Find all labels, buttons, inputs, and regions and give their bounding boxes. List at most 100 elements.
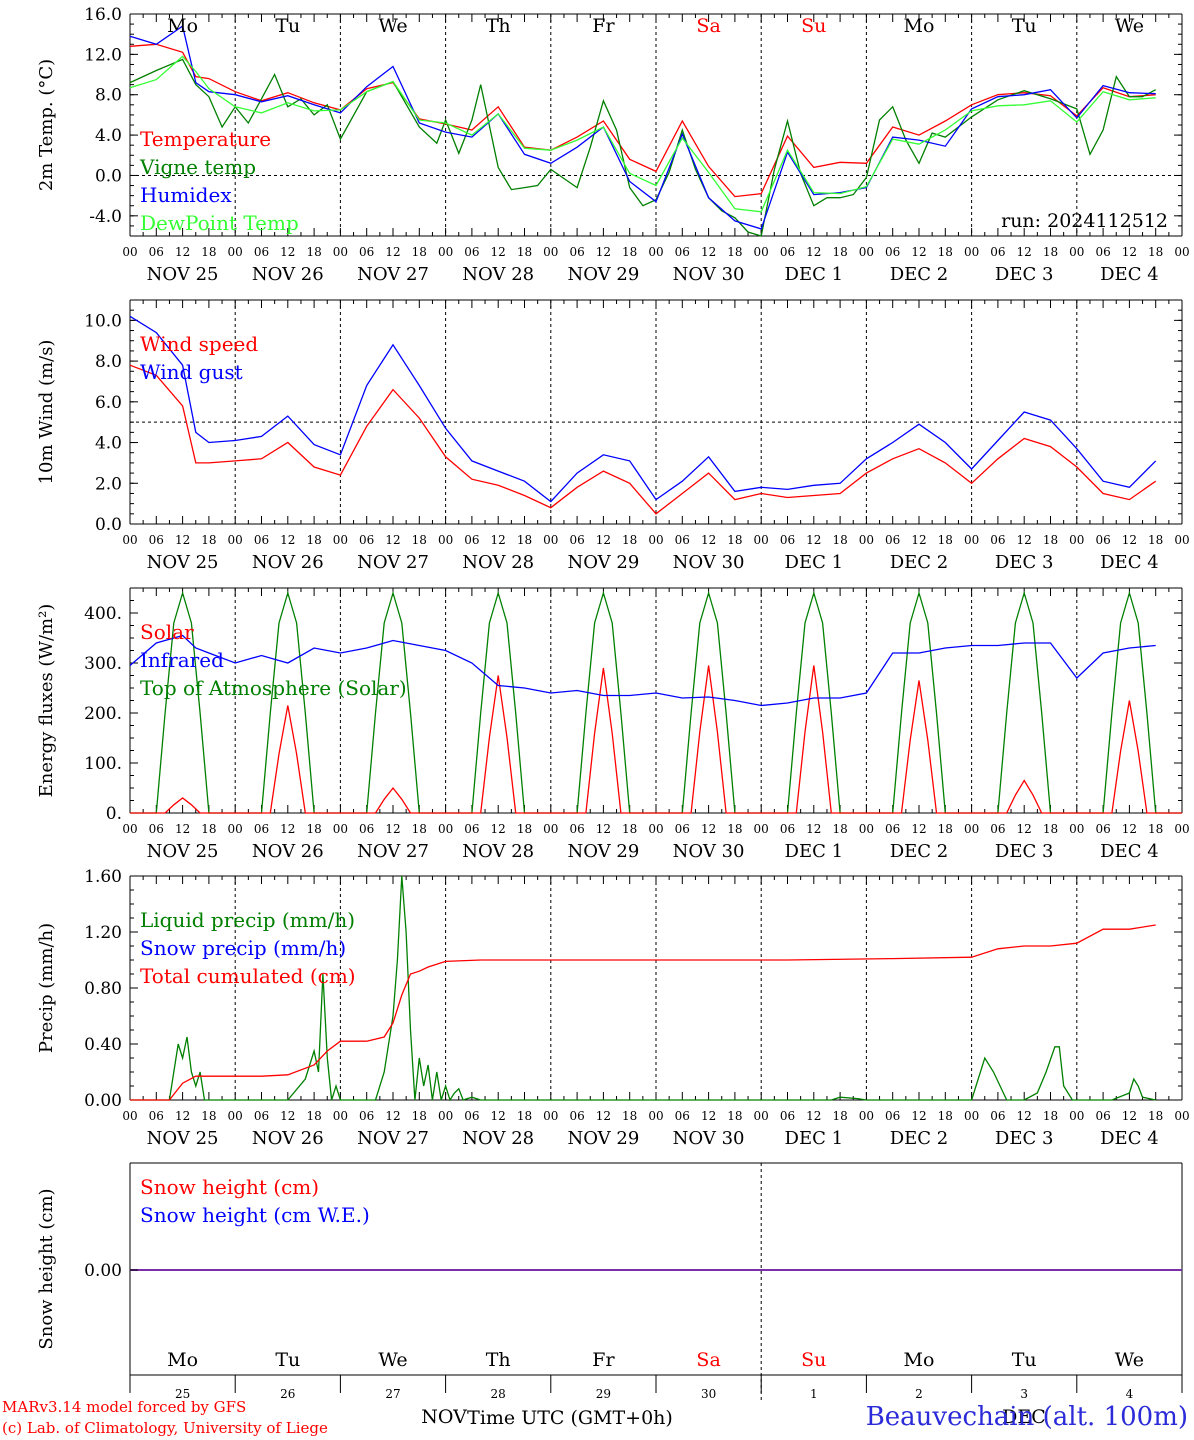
day-number-label: 26 (280, 1387, 295, 1401)
x-tick-label: 06 (780, 245, 795, 259)
day-label: We (1115, 15, 1144, 37)
x-tick-label: 06 (254, 245, 269, 259)
x-tick-label: 18 (622, 822, 637, 836)
y-tick-label: 0.00 (84, 1091, 122, 1111)
x-tick-label: 18 (1148, 822, 1163, 836)
date-label: DEC 4 (1100, 264, 1159, 285)
x-tick-label: 06 (675, 245, 690, 259)
snow-ylabel: Snow height (cm) (36, 1188, 57, 1349)
x-tick-label: 00 (438, 533, 453, 547)
x-tick-label: 12 (806, 533, 821, 547)
x-tick-label: 12 (806, 1109, 821, 1123)
x-tick-label: 06 (1095, 533, 1110, 547)
y-tick-label: 0. (106, 804, 122, 824)
x-tick-label: 18 (622, 533, 637, 547)
day-label: We (1115, 1349, 1144, 1371)
x-tick-label: 18 (517, 245, 532, 259)
x-tick-label: 12 (280, 822, 295, 836)
x-tick-label: 06 (990, 822, 1005, 836)
date-label: NOV 28 (462, 1128, 534, 1149)
x-tick-label: 06 (1095, 822, 1110, 836)
x-tick-label: 12 (280, 245, 295, 259)
legend-total-cumulated-cm: Total cumulated (cm) (140, 964, 356, 988)
x-tick-label: 12 (806, 822, 821, 836)
x-tick-label: 18 (938, 1109, 953, 1123)
series-wind-speed (129, 364, 1157, 515)
date-label: NOV 29 (567, 552, 639, 573)
x-tick-label: 18 (727, 1109, 742, 1123)
x-tick-label: 18 (938, 822, 953, 836)
series-wind-gust (129, 315, 1157, 503)
x-tick-label: 18 (1148, 245, 1163, 259)
x-tick-label: 06 (885, 533, 900, 547)
wind-ylabel: 10m Wind (m/s) (36, 340, 57, 485)
x-tick-label: 06 (885, 1109, 900, 1123)
date-label: NOV 30 (673, 552, 745, 573)
x-tick-label: 06 (569, 1109, 584, 1123)
date-label: DEC 4 (1100, 1128, 1159, 1149)
date-label: DEC 3 (995, 552, 1054, 573)
series-solar (130, 665, 1182, 814)
date-label: NOV 29 (567, 264, 639, 285)
y-tick-label: 1.20 (84, 923, 122, 943)
day-label: Mo (167, 15, 198, 37)
date-label: NOV 26 (252, 552, 324, 573)
x-tick-label: 00 (1174, 822, 1189, 836)
x-tick-label: 12 (1017, 533, 1032, 547)
x-tick-label: 00 (859, 533, 874, 547)
x-tick-label: 12 (280, 533, 295, 547)
x-tick-label: 00 (1174, 245, 1189, 259)
x-tick-label: 18 (1148, 1109, 1163, 1123)
x-tick-label: 12 (491, 822, 506, 836)
day-number-label: 27 (385, 1387, 400, 1401)
x-tick-label: 06 (569, 533, 584, 547)
x-tick-label: 00 (1174, 533, 1189, 547)
x-tick-label: 18 (832, 533, 847, 547)
day-label: Tu (1012, 15, 1037, 37)
precip-ylabel: Precip (mm/h) (36, 923, 57, 1053)
x-tick-label: 12 (596, 245, 611, 259)
x-tick-label: 00 (543, 533, 558, 547)
legend-infrared: Infrared (140, 648, 224, 672)
x-tick-label: 00 (754, 822, 769, 836)
x-tick-label: 00 (1069, 533, 1084, 547)
x-tick-label: 06 (254, 533, 269, 547)
y-tick-label: 0.40 (84, 1035, 122, 1055)
date-label: NOV 28 (462, 552, 534, 573)
legend-humidex: Humidex (140, 183, 232, 207)
legend-snow-precip-mm-h: Snow precip (mm/h) (140, 936, 346, 960)
day-label: Fr (592, 15, 615, 37)
x-tick-label: 12 (491, 245, 506, 259)
x-tick-label: 00 (228, 533, 243, 547)
x-tick-label: 12 (806, 245, 821, 259)
x-tick-label: 12 (175, 822, 190, 836)
y-tick-label: 200. (84, 704, 122, 724)
x-tick-label: 00 (964, 245, 979, 259)
y-tick-label: 10.0 (84, 311, 122, 331)
date-label: NOV 25 (147, 1128, 219, 1149)
x-tick-label: 00 (648, 822, 663, 836)
x-tick-label: 12 (1122, 533, 1137, 547)
x-tick-label: 06 (990, 245, 1005, 259)
month-label-nov: NOV (421, 1406, 467, 1428)
x-tick-label: 00 (438, 1109, 453, 1123)
series-infrared (129, 634, 1156, 707)
x-tick-label: 00 (333, 822, 348, 836)
x-tick-label: 12 (1122, 822, 1137, 836)
date-label: DEC 3 (995, 1128, 1054, 1149)
date-label: NOV 27 (357, 264, 429, 285)
x-tick-label: 06 (569, 245, 584, 259)
x-tick-label: 18 (412, 822, 427, 836)
day-label: Mo (904, 1349, 935, 1371)
day-label: We (378, 15, 407, 37)
series-temperature (129, 43, 1156, 198)
day-number-label: 3 (1020, 1387, 1028, 1401)
y-tick-label: 2.0 (95, 474, 122, 494)
x-tick-label: 00 (333, 1109, 348, 1123)
x-tick-label: 12 (701, 245, 716, 259)
y-tick-label: 4.0 (95, 434, 122, 454)
station-name: Beauvechain (alt. 100m) (865, 1402, 1188, 1432)
x-tick-label: 06 (885, 822, 900, 836)
x-tick-label: 06 (1095, 245, 1110, 259)
x-tick-label: 12 (1017, 822, 1032, 836)
